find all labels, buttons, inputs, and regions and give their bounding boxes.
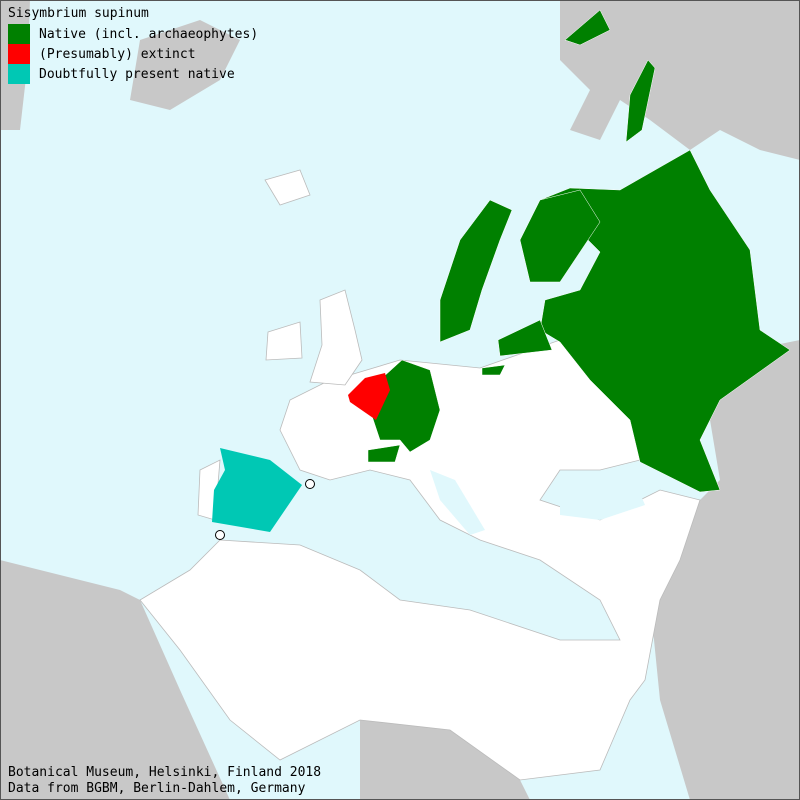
legend-item-extinct: (Presumably) extinct bbox=[8, 44, 258, 64]
legend-item-doubtful: Doubtfully present native bbox=[8, 64, 258, 84]
credit-line: Data from BGBM, Berlin-Dahlem, Germany bbox=[8, 781, 306, 796]
legend-label: (Presumably) extinct bbox=[39, 46, 196, 62]
legend-title: Sisymbrium supinum bbox=[8, 6, 149, 21]
legend-swatch bbox=[8, 24, 30, 44]
record-point bbox=[215, 530, 225, 540]
great-britain bbox=[309, 289, 363, 386]
record-point bbox=[305, 479, 315, 489]
credits: Botanical Museum, Helsinki, Finland 2018… bbox=[8, 765, 321, 797]
native-range bbox=[367, 9, 791, 493]
legend-swatch bbox=[8, 44, 30, 64]
legend-label: Doubtfully present native bbox=[39, 66, 235, 82]
extinct-range-benelux bbox=[348, 373, 390, 420]
iceland bbox=[264, 169, 311, 206]
legend-label: Native (incl. archaeophytes) bbox=[39, 26, 259, 42]
black-sea bbox=[560, 470, 645, 520]
credit-line: Botanical Museum, Helsinki, Finland 2018 bbox=[8, 765, 322, 780]
ireland bbox=[265, 321, 303, 361]
adriatic bbox=[430, 470, 485, 535]
inland-seas bbox=[430, 470, 645, 535]
legend: Sisymbrium supinum Native (incl. archaeo… bbox=[8, 6, 258, 84]
legend-item-native: Native (incl. archaeophytes) bbox=[8, 24, 258, 44]
legend-swatch bbox=[8, 64, 30, 84]
doubtful-range-spain bbox=[212, 448, 302, 532]
